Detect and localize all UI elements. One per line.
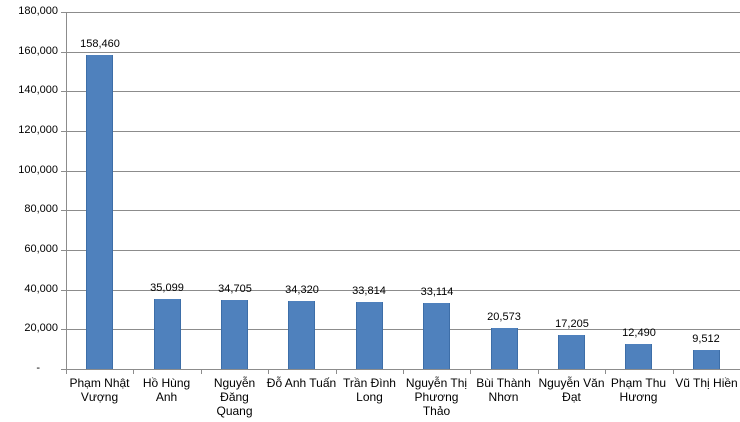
x-tick [336,369,337,374]
bar [625,344,652,369]
x-tick [538,369,539,374]
x-category-label: Phạm Nhật Vượng [69,376,130,404]
data-label: 33,814 [352,285,386,297]
data-label: 9,512 [692,333,720,345]
y-tick-label: 40,000 [24,283,58,295]
x-tick [133,369,134,374]
gridline [61,329,740,330]
bar [491,328,518,369]
y-tick-label: 140,000 [18,84,58,96]
x-category-label: Bùi Thành Nhơn [476,376,531,404]
bar [693,350,720,369]
y-tick-label: 120,000 [18,124,58,136]
x-category-label: Hồ Hùng Anh [142,376,191,404]
data-label: 17,205 [555,318,589,330]
x-category-label: Đỗ Anh Tuấn [266,376,337,390]
data-label: 33,114 [420,286,454,298]
y-tick-label: 20,000 [24,322,58,334]
bar [356,302,383,369]
x-category-label: Trần Đình Long [343,376,396,404]
gridline [61,91,740,92]
x-category-label: Nguyễn Thị Phương Thảo [405,376,468,418]
y-tick-label: 60,000 [24,243,58,255]
bar [154,299,181,369]
bar [288,301,315,369]
x-tick [673,369,674,374]
data-label: 20,573 [487,311,521,323]
data-label: 12,490 [622,327,656,339]
bar [221,300,248,369]
y-axis-line [66,12,67,374]
x-category-label: Vũ Thị Hiền [675,376,738,390]
x-tick [403,369,404,374]
x-category-label: Nguyễn Đăng Quang [213,376,256,418]
gridline [61,52,740,53]
x-tick [201,369,202,374]
data-label: 158,460 [80,38,120,50]
x-tick [66,369,67,374]
data-label: 34,705 [218,283,252,295]
x-category-label: Nguyễn Văn Đạt [538,376,605,404]
gridline [61,131,740,132]
y-tick-label: 100,000 [18,164,58,176]
x-tick [268,369,269,374]
gridline [61,12,740,13]
bar [423,303,450,369]
bar [86,55,113,369]
gridline [61,171,740,172]
y-tick-label: 160,000 [18,45,58,57]
y-tick-label: 180,000 [18,5,58,17]
gridline [61,210,740,211]
bar [558,335,585,369]
x-tick [470,369,471,374]
data-label: 35,099 [150,282,184,294]
gridline [61,290,740,291]
gridline [61,250,740,251]
y-tick-label: - [36,362,40,374]
y-tick-label: 80,000 [24,203,58,215]
x-category-label: Phạm Thu Hương [610,376,667,404]
x-axis-line [61,369,740,370]
data-label: 34,320 [285,284,319,296]
x-tick [605,369,606,374]
